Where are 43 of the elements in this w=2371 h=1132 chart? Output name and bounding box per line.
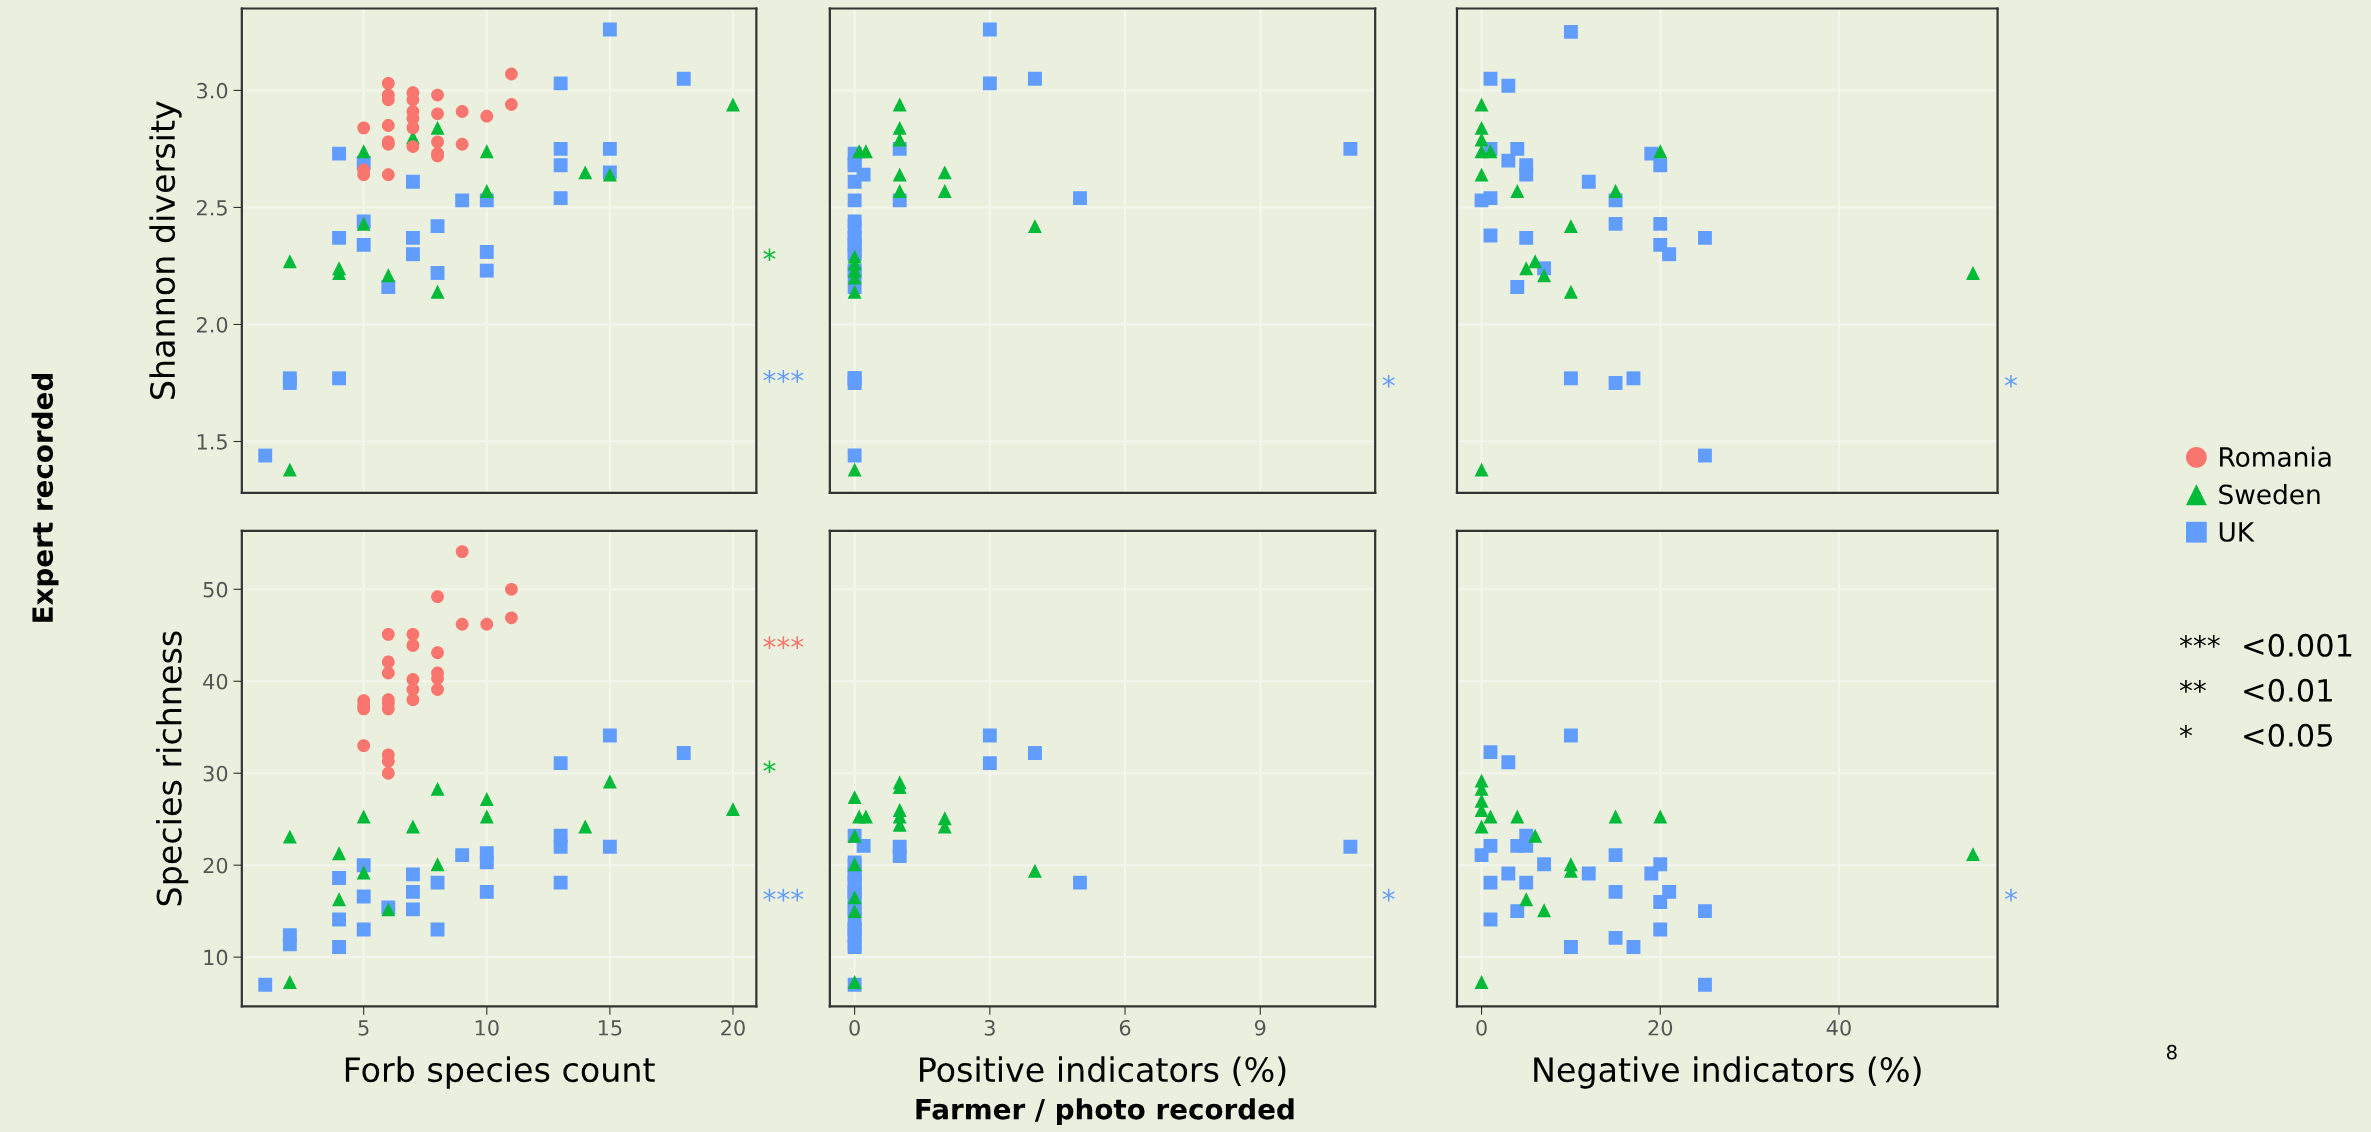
- y-tick-label: 40: [203, 673, 228, 690]
- y-tick-label: 2.5: [197, 199, 227, 216]
- x-axis-title: Negative indicators (%): [1534, 1056, 1921, 1089]
- y-tick-label: 2.0: [197, 316, 228, 333]
- text: ***: [763, 636, 804, 650]
- text: ***: [763, 370, 804, 383]
- text: *: [763, 760, 776, 774]
- y-tick-label: 10: [204, 949, 228, 966]
- text: ***: [763, 888, 804, 902]
- y-tick-label: 50: [203, 581, 228, 598]
- y-tick-label: 30: [203, 765, 228, 782]
- x-tick-label: 6: [1119, 1019, 1131, 1036]
- x-tick-label: 5: [358, 1020, 369, 1036]
- x-tick-label: 3: [984, 1019, 995, 1036]
- text: ** <0.01: [2179, 678, 2332, 702]
- x-axis-title: Positive indicators (%): [920, 1056, 1286, 1087]
- x-tick-label: 20: [1648, 1019, 1673, 1036]
- text: *** <0.001: [2179, 633, 2352, 657]
- text: Expert recorded: [31, 374, 59, 622]
- text: *: [1382, 888, 1395, 902]
- text: *: [2004, 374, 2018, 388]
- text: Farmer / photo recorded: [916, 1098, 1294, 1126]
- y-tick-label: 1.5: [197, 434, 227, 450]
- text: * <0.05: [2179, 723, 2332, 747]
- x-tick-label: 15: [598, 1020, 622, 1036]
- y-axis-title: Species richness: [155, 631, 189, 906]
- y-axis-title: Shannon diversity: [149, 101, 182, 399]
- x-tick-label: 20: [721, 1019, 745, 1036]
- text: *: [763, 248, 776, 262]
- text: *: [2004, 888, 2018, 902]
- legend-label: UK: [2219, 522, 2255, 542]
- legend-label: Romania: [2220, 446, 2331, 467]
- x-axis-title: Forb species count: [345, 1056, 655, 1089]
- y-tick-label: 20: [203, 857, 228, 874]
- y-tick-label: 3.0: [197, 82, 228, 99]
- x-tick-label: 0: [1476, 1019, 1487, 1036]
- legend-label: Sweden: [2219, 483, 2320, 505]
- x-tick-label: 10: [475, 1019, 499, 1036]
- x-tick-label: 9: [1254, 1019, 1266, 1036]
- x-tick-label: 40: [1826, 1019, 1851, 1036]
- text: 8: [2166, 1044, 2177, 1060]
- text: *: [1382, 374, 1395, 388]
- x-tick-label: 0: [849, 1019, 860, 1036]
